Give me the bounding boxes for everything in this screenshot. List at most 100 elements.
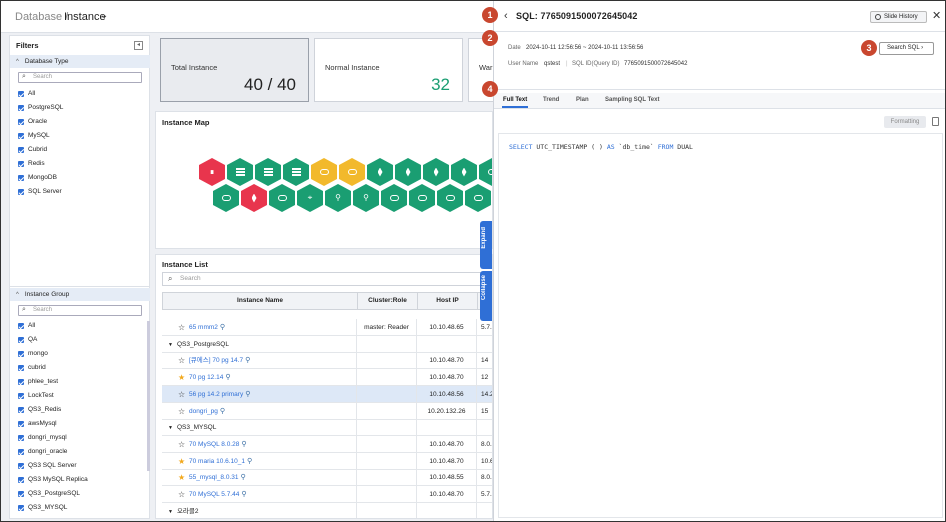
instance-name-link[interactable]: 70 pg 12.14 ⚲ — [189, 369, 230, 386]
checkbox-checked-icon[interactable] — [18, 175, 24, 181]
favorite-star-icon[interactable]: ★ — [178, 456, 186, 466]
expand-triangle-icon[interactable]: ▼ — [168, 508, 173, 515]
table-row[interactable]: ☆70 MySQL 8.0.28⚲ 10.10.48.70 8.0.2 — [162, 435, 492, 453]
favorite-star-icon[interactable]: ☆ — [178, 406, 186, 416]
group-row[interactable]: ▼ 오라클2 — [162, 502, 492, 518]
group-row[interactable]: ▼ QS3_PostgreSQL — [162, 335, 492, 353]
filter-checkbox[interactable]: QA — [18, 335, 37, 345]
instance-group-search[interactable]: ⌕ Search — [18, 305, 142, 316]
checkbox-checked-icon[interactable] — [18, 421, 24, 427]
normal-instance-card[interactable]: Normal Instance 32 — [314, 38, 463, 102]
instance-hex[interactable]: ⚲ — [325, 184, 351, 212]
table-row[interactable]: ☆ 56 pg 14.2 primary ⚲ 10.10.48.56 14.2 — [162, 385, 492, 403]
instance-hex[interactable] — [241, 184, 267, 212]
instance-hex[interactable] — [367, 158, 393, 186]
expand-tab[interactable]: Expand — [480, 221, 492, 269]
instance-hex[interactable] — [255, 158, 281, 186]
tab-full-text[interactable]: Full Text — [502, 93, 529, 108]
column-instance-name[interactable]: Instance Name — [163, 293, 358, 309]
instance-hex[interactable]: ∎ — [199, 158, 225, 186]
instance-hex[interactable]: ⌖ — [297, 184, 323, 212]
checkbox-checked-icon[interactable] — [18, 337, 24, 343]
instance-hex[interactable] — [283, 158, 309, 186]
total-instance-card[interactable]: Total Instance 40 / 40 — [160, 38, 309, 102]
checkbox-checked-icon[interactable] — [18, 105, 24, 111]
favorite-star-icon[interactable]: ★ — [178, 473, 186, 483]
checkbox-checked-icon[interactable] — [18, 435, 24, 441]
checkbox-checked-icon[interactable] — [18, 477, 24, 483]
instance-name-link[interactable]: 55_mysql_8.0.31 ⚲ — [189, 469, 246, 486]
column-host-ip[interactable]: Host IP — [418, 293, 478, 309]
back-icon[interactable]: ‹ — [504, 10, 508, 22]
favorite-star-icon[interactable]: ☆ — [178, 490, 186, 499]
instance-hex[interactable] — [269, 184, 295, 212]
checkbox-checked-icon[interactable] — [18, 491, 24, 497]
instance-name-link[interactable]: 70 MySQL 8.0.28 ⚲ — [189, 436, 246, 453]
instance-group-header[interactable]: ^ Instance Group — [10, 288, 150, 301]
chevron-down-icon[interactable]: ⌄ — [100, 10, 109, 21]
filter-checkbox[interactable]: QS3 SQL Server — [18, 461, 77, 471]
checkbox-checked-icon[interactable] — [18, 351, 24, 357]
group-row[interactable]: ▼ QS3_MYSQL — [162, 419, 492, 437]
collapse-tab[interactable]: Collapse — [480, 271, 492, 321]
filter-checkbox[interactable]: Redis — [18, 159, 45, 169]
checkbox-checked-icon[interactable] — [18, 161, 24, 167]
favorite-star-icon[interactable]: ☆ — [178, 323, 186, 332]
tab-plan[interactable]: Plan — [576, 97, 589, 103]
checkbox-checked-icon[interactable] — [18, 407, 24, 413]
collapse-sidebar-icon[interactable]: ◂ — [134, 41, 143, 50]
table-row[interactable]: ☆70 MySQL 5.7.44⚲ 10.10.48.70 5.7.4 — [162, 486, 492, 503]
table-row[interactable]: ★ 70 pg 12.14 ⚲ 10.10.48.70 12 — [162, 369, 492, 387]
checkbox-checked-icon[interactable] — [18, 91, 24, 97]
tab-trend[interactable]: Trend — [543, 97, 560, 103]
instance-hex[interactable] — [423, 158, 449, 186]
filter-checkbox[interactable]: LockTest — [18, 391, 54, 401]
slide-history-button[interactable]: Slide History — [870, 11, 927, 23]
instance-name-link[interactable]: 70 maria 10.6.10_1 ⚲ — [189, 453, 252, 470]
checkbox-checked-icon[interactable] — [18, 365, 24, 371]
instance-name-link[interactable]: 70 MySQL 5.7.44 ⚲ — [189, 486, 246, 503]
filter-checkbox[interactable]: QS3_PostgreSQL — [18, 489, 80, 499]
tab-sampling-sql-text[interactable]: Sampling SQL Text — [605, 97, 660, 103]
formatting-button[interactable]: Formatting — [884, 116, 926, 128]
instance-hex[interactable] — [213, 184, 239, 212]
instance-hex[interactable] — [409, 184, 435, 212]
filter-checkbox[interactable]: Oracle — [18, 117, 47, 127]
checkbox-checked-icon[interactable] — [18, 379, 24, 385]
checkbox-checked-icon[interactable] — [18, 505, 24, 511]
instance-hex[interactable]: ⚲ — [353, 184, 379, 212]
favorite-star-icon[interactable]: ☆ — [178, 389, 186, 399]
filter-checkbox[interactable]: dongri_mysql — [18, 433, 67, 443]
checkbox-checked-icon[interactable] — [18, 119, 24, 125]
filter-checkbox[interactable]: dongri_oracle — [18, 447, 67, 457]
favorite-star-icon[interactable]: ☆ — [178, 356, 186, 366]
checkbox-checked-icon[interactable] — [18, 147, 24, 153]
favorite-star-icon[interactable]: ★ — [178, 373, 186, 383]
column-cluster-role[interactable]: Cluster:Role — [358, 293, 418, 309]
instance-hex[interactable] — [339, 158, 365, 186]
filter-checkbox[interactable]: QS3_MYSQL — [18, 503, 67, 513]
instance-hex[interactable] — [437, 184, 463, 212]
filter-checkbox[interactable]: phlee_test — [18, 377, 58, 387]
checkbox-checked-icon[interactable] — [18, 189, 24, 195]
instance-hex[interactable] — [451, 158, 477, 186]
scrollbar[interactable] — [147, 321, 150, 471]
checkbox-checked-icon[interactable] — [18, 463, 24, 469]
table-row[interactable]: ★55_mysql_8.0.31⚲ 10.10.48.55 8.0.3 — [162, 469, 492, 487]
database-type-search[interactable]: ⌕ Search — [18, 72, 142, 83]
filter-checkbox[interactable]: All — [18, 89, 35, 99]
checkbox-checked-icon[interactable] — [18, 393, 24, 399]
instance-hex[interactable] — [465, 184, 491, 212]
instance-name-link[interactable]: dongri_pg ⚲ — [189, 403, 225, 420]
filter-checkbox[interactable]: QS3 MySQL Replica — [18, 475, 88, 485]
instance-name-link[interactable]: 65 mmm2 ⚲ — [189, 319, 225, 336]
expand-triangle-icon[interactable]: ▼ — [168, 341, 173, 348]
instance-hex[interactable] — [311, 158, 337, 186]
filter-checkbox[interactable]: Cubrid — [18, 145, 47, 155]
filter-checkbox[interactable]: PostgreSQL — [18, 103, 63, 113]
filter-checkbox[interactable]: cubrid — [18, 363, 46, 373]
checkbox-checked-icon[interactable] — [18, 449, 24, 455]
instance-name-link[interactable]: 56 pg 14.2 primary ⚲ — [189, 386, 250, 403]
search-sql-button[interactable]: Search SQL › — [879, 42, 934, 55]
